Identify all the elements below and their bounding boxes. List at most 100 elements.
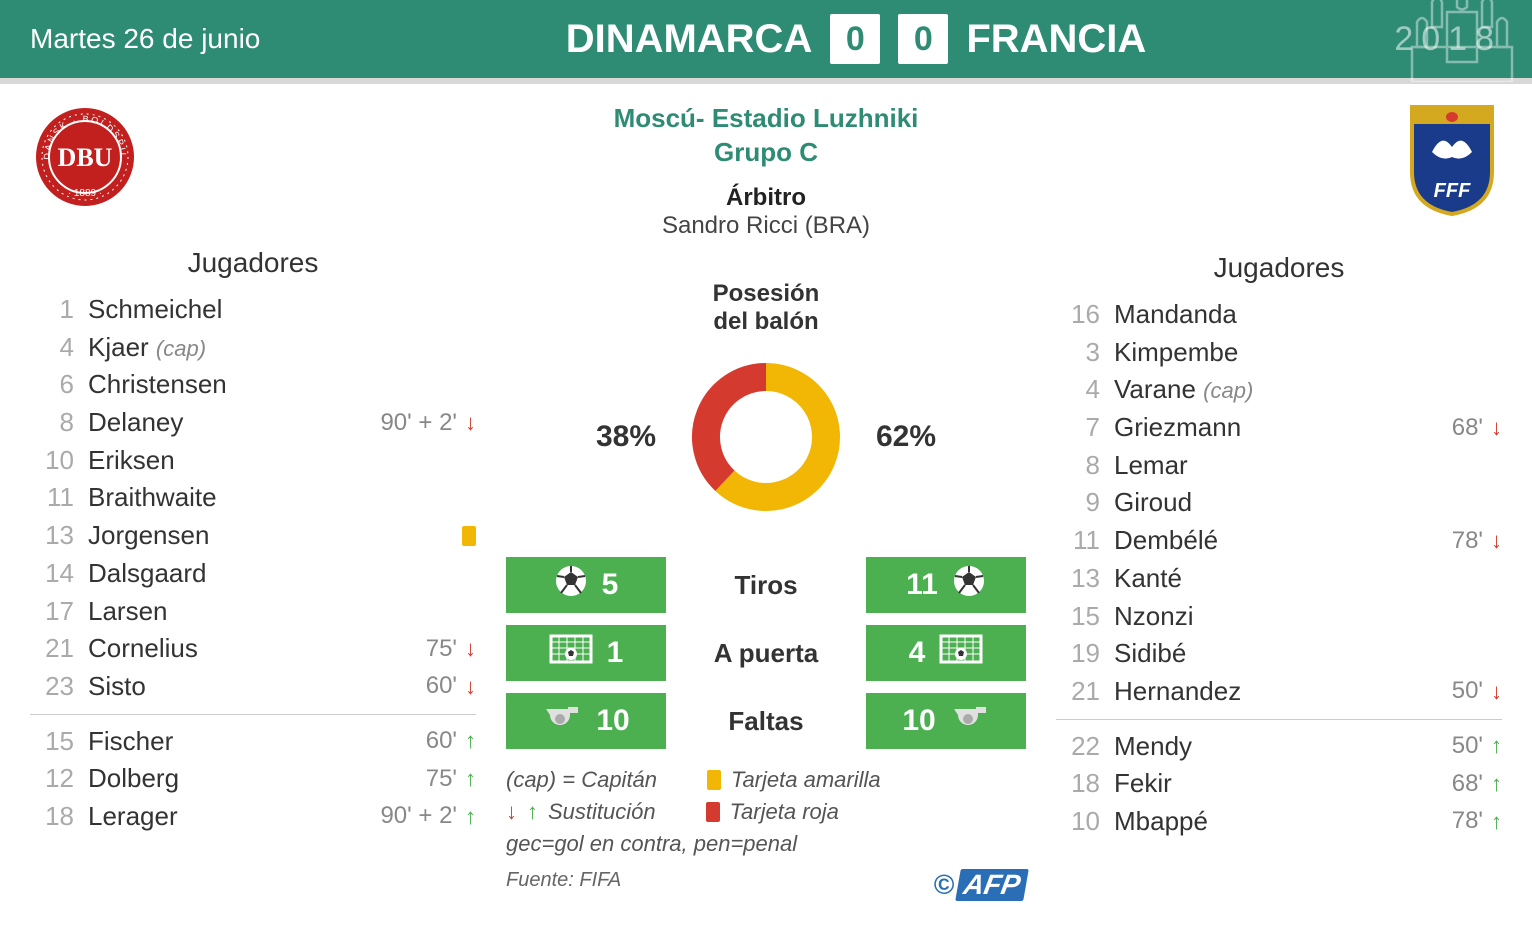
sub-in-icon: ↑ <box>1491 730 1502 762</box>
sub-time: 60' <box>426 669 457 704</box>
referee-label: Árbitro <box>506 184 1026 212</box>
player-name: Dalsgaard <box>88 555 476 593</box>
player-row: 16 Mandanda <box>1056 296 1502 334</box>
sub-time: 75' <box>426 762 457 797</box>
team-b-name: FRANCIA <box>966 17 1146 62</box>
player-name: Fekir <box>1114 765 1452 803</box>
team-b-column: FFF Jugadores 16Mandanda3Kimpembe4Varane… <box>1056 102 1502 901</box>
player-number: 15 <box>1056 598 1100 636</box>
team-b-crest: FFF <box>1056 102 1502 222</box>
match-header: Martes 26 de junio DINAMARCA 0 0 FRANCIA… <box>0 0 1532 78</box>
possession-pct-a: 38% <box>596 420 656 454</box>
player-number: 3 <box>1056 334 1100 372</box>
stat-icon <box>950 703 990 739</box>
player-number: 1 <box>30 291 74 329</box>
svg-text:· 1889 ·: · 1889 · <box>68 188 102 199</box>
stats-block: 5Tiros111A puerta410Faltas10 <box>506 557 1026 749</box>
player-row: 17Larsen <box>30 593 476 631</box>
sub-time: 90' + 2' <box>380 799 457 834</box>
sub-time: 60' <box>426 724 457 759</box>
player-row: 18Lerager90' + 2'↑ <box>30 798 476 836</box>
possession-chart: 38% 62% <box>506 357 1026 517</box>
venue-line2: Grupo C <box>506 136 1026 170</box>
player-number: 8 <box>30 404 74 442</box>
player-name: Lemar <box>1114 447 1502 485</box>
arrow-up-icon: ↑ <box>527 799 538 825</box>
player-row: 6Christensen <box>30 366 476 404</box>
player-row: 11Braithwaite <box>30 479 476 517</box>
player-name: Mandanda <box>1114 296 1502 334</box>
player-row: 13Jorgensen <box>30 517 476 555</box>
player-number: 14 <box>30 555 74 593</box>
sub-out-icon: ↓ <box>465 671 476 703</box>
players-list-b: 16Mandanda3Kimpembe4Varane (cap)7Griezma… <box>1056 296 1502 711</box>
stat-row: 5Tiros11 <box>506 557 1026 613</box>
legend-yellow: Tarjeta amarilla <box>731 767 881 793</box>
player-number: 8 <box>1056 447 1100 485</box>
player-number: 13 <box>1056 560 1100 598</box>
player-name: Griezmann <box>1114 409 1452 447</box>
legend-cap: (cap) = Capitán <box>506 767 657 793</box>
player-name: Larsen <box>88 593 476 631</box>
player-number: 23 <box>30 668 74 706</box>
player-number: 13 <box>30 517 74 555</box>
sub-time: 78' <box>1452 804 1483 839</box>
matchup: DINAMARCA 0 0 FRANCIA <box>360 14 1352 64</box>
subs-divider-a <box>30 714 476 715</box>
sub-in-icon: ↑ <box>1491 806 1502 838</box>
player-name: Mbappé <box>1114 803 1452 841</box>
player-row: 10Mbappé78'↑ <box>1056 803 1502 841</box>
player-row: 15Fischer60'↑ <box>30 723 476 761</box>
subs-list-b: 22Mendy50'↑18Fekir68'↑10Mbappé78'↑ <box>1056 728 1502 841</box>
player-number: 21 <box>1056 673 1100 711</box>
stat-icon <box>554 564 588 606</box>
yellow-card-icon <box>462 526 476 546</box>
stat-box-b: 10 <box>866 693 1026 749</box>
player-name: Christensen <box>88 366 476 404</box>
player-row: 14 Dalsgaard <box>30 555 476 593</box>
sub-in-icon: ↑ <box>465 763 476 795</box>
player-number: 11 <box>1056 522 1100 560</box>
donut-icon <box>686 357 846 517</box>
player-row: 18Fekir68'↑ <box>1056 765 1502 803</box>
stat-label: A puerta <box>666 625 866 681</box>
player-row: 12 Dolberg75' ↑ <box>30 760 476 798</box>
svg-text:DBU: DBU <box>58 143 113 172</box>
player-number: 18 <box>1056 765 1100 803</box>
player-name: Sisto <box>88 668 426 706</box>
player-name: Schmeichel <box>88 291 476 329</box>
afp-logo: AFP <box>955 869 1029 901</box>
player-row: 4Kjaer (cap) <box>30 329 476 367</box>
sub-time: 90' + 2' <box>380 406 457 441</box>
subs-list-a: 15Fischer60'↑12Dolberg75'↑18Lerager90' +… <box>30 723 476 836</box>
subs-divider-b <box>1056 719 1502 720</box>
stat-value-a: 5 <box>602 568 619 602</box>
player-number: 16 <box>1056 296 1100 334</box>
player-name: Varane (cap) <box>1114 371 1502 409</box>
legend-sub: Sustitución <box>548 799 656 825</box>
stat-icon <box>542 703 582 739</box>
red-card-icon <box>706 802 720 822</box>
player-row: 23 Sisto60' ↓ <box>30 668 476 706</box>
possession-title: Posesión del balón <box>506 280 1026 338</box>
player-number: 4 <box>30 329 74 367</box>
player-name: Nzonzi <box>1114 598 1502 636</box>
player-name: Cornelius <box>88 630 426 668</box>
player-name: Kanté <box>1114 560 1502 598</box>
credit: © AFP <box>933 869 1026 901</box>
player-row: 1 Schmeichel <box>30 291 476 329</box>
cathedral-icon <box>1402 0 1522 82</box>
player-name: Dolberg <box>88 760 426 798</box>
stat-label: Faltas <box>666 693 866 749</box>
player-name: Eriksen <box>88 442 476 480</box>
player-row: 9Giroud <box>1056 484 1502 522</box>
players-title-a: Jugadores <box>30 247 476 279</box>
sub-in-icon: ↑ <box>465 725 476 757</box>
player-row: 21Hernandez50'↓ <box>1056 673 1502 711</box>
sub-out-icon: ↓ <box>1491 412 1502 444</box>
stat-value-a: 10 <box>596 704 629 738</box>
player-row: 8Delaney90' + 2'↓ <box>30 404 476 442</box>
stat-icon <box>952 564 986 606</box>
stat-box-a: 5 <box>506 557 666 613</box>
player-number: 12 <box>30 760 74 798</box>
